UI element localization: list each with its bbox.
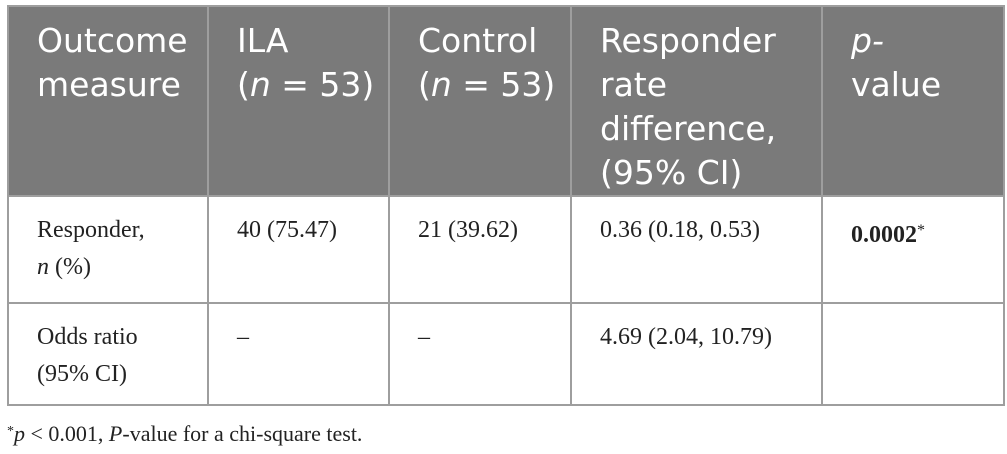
cell-difference-odds-ratio: 4.69 (2.04, 10.79) (570, 302, 823, 406)
header-p-value: p- value (821, 5, 1005, 197)
table-body: Responder, n (%) 40 (75.47) 21 (39.62) 0… (7, 195, 1005, 406)
header-ila: ILA (n = 53) (207, 5, 390, 197)
cell-control-responder: 21 (39.62) (388, 195, 572, 304)
header-ila-n: (n = 53) (237, 65, 375, 104)
cell-outcome-odds-ratio: Odds ratio (95% CI) (7, 302, 209, 406)
results-table: Outcome measure ILA (n = 53) Control (n … (7, 5, 1005, 406)
table-row: Odds ratio (95% CI) – – 4.69 (2.04, 10.7… (7, 302, 1005, 406)
header-control-n: (n = 53) (418, 65, 556, 104)
header-row: Outcome measure ILA (n = 53) Control (n … (7, 5, 1005, 197)
cell-pvalue-odds-ratio (821, 302, 1005, 406)
cell-ila-responder: 40 (75.47) (207, 195, 390, 304)
table-header: Outcome measure ILA (n = 53) Control (n … (7, 5, 1005, 197)
header-responder-rate-difference: Responder rate difference, (95% CI) (570, 5, 823, 197)
cell-ila-odds-ratio: – (207, 302, 390, 406)
significance-marker: * (917, 222, 925, 239)
cell-outcome-responder: Responder, n (%) (7, 195, 209, 304)
cell-difference-responder: 0.36 (0.18, 0.53) (570, 195, 823, 304)
header-control: Control (n = 53) (388, 5, 572, 197)
cell-pvalue-responder: 0.0002* (821, 195, 1005, 304)
table-footnote: *p < 0.001, P-value for a chi-square tes… (7, 421, 363, 446)
table-row: Responder, n (%) 40 (75.47) 21 (39.62) 0… (7, 195, 1005, 304)
cell-control-odds-ratio: – (388, 302, 572, 406)
header-outcome-measure: Outcome measure (7, 5, 209, 197)
